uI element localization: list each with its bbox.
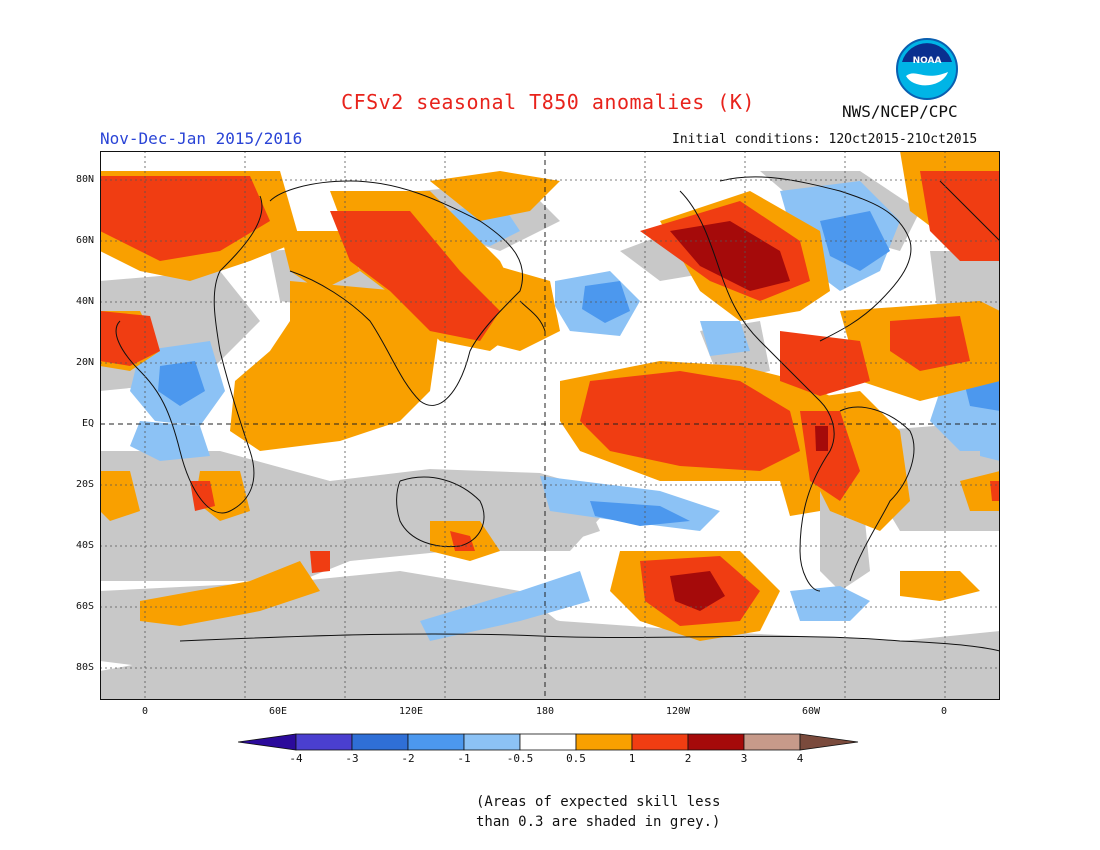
colorbar-label: 0.5 [566, 752, 586, 765]
colorbar-cell [295, 733, 353, 751]
logo-text: NOAA [913, 56, 942, 66]
lon-label: 120E [398, 706, 424, 717]
noaa-logo: NOAA [896, 38, 958, 100]
lat-label: 20S [75, 479, 94, 490]
colorbar-label: -2 [401, 752, 415, 765]
lat-label: 20N [75, 357, 94, 368]
lat-label: 80N [75, 174, 94, 185]
colorbar-label: 1 [628, 752, 636, 765]
colorbar-cell [743, 733, 801, 751]
forecast-period: Nov-Dec-Jan 2015/2016 [100, 129, 303, 148]
map-title: CFSv2 seasonal T850 anomalies (K) [341, 90, 755, 114]
colorbar-label: -4 [289, 752, 303, 765]
colorbar-cell [631, 733, 689, 751]
lat-label: 40N [75, 296, 94, 307]
lon-label: 0 [940, 706, 948, 717]
skill-note: (Areas of expected skill less than 0.3 a… [476, 792, 720, 832]
lat-label: EQ [81, 418, 94, 429]
colorbar-cell [238, 733, 297, 751]
colorbar-cell [687, 733, 745, 751]
equator-dateline [100, 151, 1000, 700]
agency-label: NWS/NCEP/CPC [842, 102, 958, 121]
lon-label: 60W [801, 706, 821, 717]
lat-label: 60N [75, 235, 94, 246]
colorbar-label: -1 [457, 752, 471, 765]
colorbar-label: -0.5 [506, 752, 534, 765]
lon-label: 120W [665, 706, 691, 717]
lon-label: 180 [535, 706, 555, 717]
colorbar-label: 2 [684, 752, 692, 765]
lat-label: 40S [75, 540, 94, 551]
colorbar-cell [799, 733, 859, 751]
colorbar-cell [575, 733, 633, 751]
colorbar-label: 4 [796, 752, 804, 765]
initial-conditions: Initial conditions: 12Oct2015-21Oct2015 [672, 132, 978, 147]
lon-label: 0 [141, 706, 149, 717]
lon-label: 60E [268, 706, 288, 717]
colorbar-label: 3 [740, 752, 748, 765]
colorbar [238, 733, 859, 751]
colorbar-cell [463, 733, 521, 751]
map-frame [100, 151, 1000, 700]
lat-label: 60S [75, 601, 94, 612]
colorbar-label: -3 [345, 752, 359, 765]
skill-note-line: (Areas of expected skill less [476, 794, 721, 810]
colorbar-cell [407, 733, 465, 751]
colorbar-cell [519, 733, 577, 751]
lat-label: 80S [75, 662, 94, 673]
colorbar-cell [351, 733, 409, 751]
warm-anomaly-darkred [670, 221, 828, 611]
anomaly-map [100, 151, 1000, 700]
grid-lines [100, 151, 1000, 700]
skill-note-line: than 0.3 are shaded in grey.) [476, 814, 721, 830]
